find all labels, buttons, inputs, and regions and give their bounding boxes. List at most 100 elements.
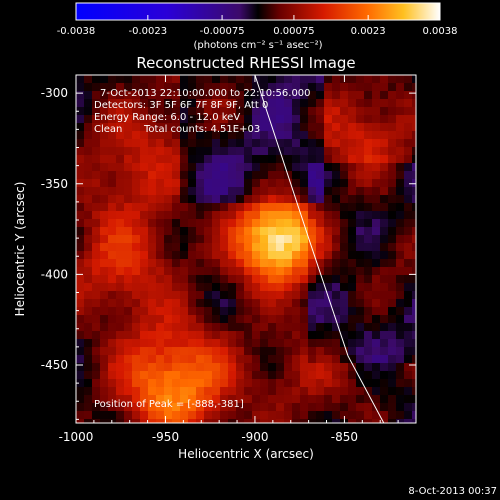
heatmap-cell: [180, 395, 189, 404]
heatmap-cell: [348, 267, 357, 276]
heatmap-cell: [388, 259, 397, 268]
heatmap-cell: [396, 275, 405, 284]
heatmap-cell: [76, 107, 85, 116]
heatmap-cell: [76, 291, 85, 300]
heatmap-cell: [132, 99, 141, 108]
heatmap-cell: [220, 139, 229, 148]
heatmap-cell: [132, 107, 141, 116]
heatmap-cell: [164, 83, 173, 92]
heatmap-cell: [396, 227, 405, 236]
heatmap-cell: [228, 123, 237, 132]
heatmap-cell: [300, 339, 309, 348]
heatmap-cell: [244, 203, 253, 212]
heatmap-cell: [372, 363, 381, 372]
heatmap-cell: [180, 139, 189, 148]
heatmap-cell: [148, 251, 157, 260]
heatmap-cell: [148, 171, 157, 180]
heatmap-cell: [332, 171, 341, 180]
heatmap-cell: [116, 115, 125, 124]
heatmap-cell: [220, 195, 229, 204]
heatmap-cell: [284, 411, 293, 420]
heatmap-cell: [316, 99, 325, 108]
heatmap-cell: [100, 275, 109, 284]
heatmap-cell: [284, 395, 293, 404]
heatmap-cell: [332, 395, 341, 404]
heatmap-cell: [220, 355, 229, 364]
heatmap-cell: [348, 251, 357, 260]
heatmap-cell: [236, 243, 245, 252]
heatmap-cell: [100, 219, 109, 228]
heatmap-cell: [124, 235, 133, 244]
heatmap-cell: [204, 291, 213, 300]
heatmap-cell: [108, 411, 117, 420]
heatmap-cell: [404, 123, 413, 132]
heatmap-cell: [132, 259, 141, 268]
heatmap-cell: [84, 75, 93, 84]
heatmap-cell: [220, 163, 229, 172]
heatmap-cell: [396, 107, 405, 116]
heatmap-cell: [300, 139, 309, 148]
axis-ticks: -1000 -950 -900 -850-300-350-400-450: [41, 74, 417, 444]
solar-limb-line: [254, 75, 385, 423]
heatmap-cell: [188, 195, 197, 204]
y-tick-label: -300: [41, 86, 68, 100]
heatmap-cell: [92, 123, 101, 132]
heatmap-cell: [372, 419, 381, 423]
heatmap-cell: [404, 419, 413, 423]
heatmap-cell: [164, 283, 173, 292]
heatmap-cell: [92, 131, 101, 140]
heatmap-cell: [164, 219, 173, 228]
heatmap-cell: [228, 243, 237, 252]
heatmap-cell: [300, 267, 309, 276]
heatmap-cell: [308, 339, 317, 348]
heatmap-cell: [332, 83, 341, 92]
heatmap-cell: [116, 307, 125, 316]
heatmap-cell: [148, 283, 157, 292]
heatmap-cell: [276, 203, 285, 212]
heatmap-cell: [292, 411, 301, 420]
heatmap-cell: [412, 195, 416, 204]
heatmap-cell: [228, 339, 237, 348]
heatmap-cell: [252, 259, 261, 268]
heatmap-cell: [404, 251, 413, 260]
heatmap-cell: [148, 403, 157, 412]
heatmap-cell: [212, 163, 221, 172]
heatmap-cell: [124, 283, 133, 292]
heatmap-cell: [348, 411, 357, 420]
heatmap-cell: [356, 411, 365, 420]
heatmap-cell: [380, 283, 389, 292]
heatmap-cell: [228, 387, 237, 396]
heatmap-cell: [276, 323, 285, 332]
heatmap-cell: [332, 195, 341, 204]
heatmap-cell: [356, 387, 365, 396]
heatmap-cell: [268, 131, 277, 140]
heatmap-cell: [124, 267, 133, 276]
heatmap-cell: [268, 267, 277, 276]
heatmap-cell: [292, 131, 301, 140]
heatmap-cell: [196, 147, 205, 156]
heatmap-cell: [348, 275, 357, 284]
heatmap-cell: [188, 187, 197, 196]
heatmap-cell: [220, 147, 229, 156]
heatmap-cell: [340, 139, 349, 148]
heatmap-cell: [412, 75, 416, 84]
heatmap-cell: [92, 347, 101, 356]
heatmap-cell: [148, 387, 157, 396]
heatmap-cell: [180, 299, 189, 308]
heatmap-cell: [172, 227, 181, 236]
heatmap-cell: [356, 131, 365, 140]
heatmap-cell: [316, 131, 325, 140]
heatmap-cell: [412, 371, 416, 380]
heatmap-cell: [308, 115, 317, 124]
heatmap-cell: [364, 187, 373, 196]
heatmap-cell: [236, 315, 245, 324]
heatmap-cell: [372, 235, 381, 244]
heatmap-cell: [92, 419, 101, 423]
heatmap-cell: [220, 291, 229, 300]
heatmap-cell: [132, 235, 141, 244]
heatmap-cell: [388, 323, 397, 332]
heatmap-cell: [132, 411, 141, 420]
heatmap-cell: [100, 299, 109, 308]
heatmap-cell: [364, 235, 373, 244]
heatmap-cell: [100, 163, 109, 172]
